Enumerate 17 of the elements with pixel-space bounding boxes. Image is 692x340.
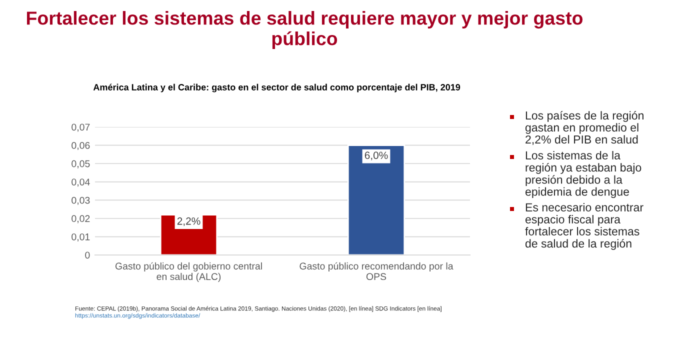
text: Es necesario encontrar espacio fiscal para fortalecer los sistemas de salud de la región	[525, 203, 644, 250]
x-tick-label: Gasto público del gobierno central en salud (ALC)	[115, 262, 262, 282]
chart-subtitle: América Latina y el Caribe: gasto en el sector de salud como porcentaje del PIB, 2019	[93, 84, 460, 92]
y-tick-label: 0,06	[72, 142, 90, 150]
chart-title: Fortalecer los sistemas de salud requiere mayor y mejor gasto público	[26, 11, 583, 49]
y-tick-label: 0,02	[72, 215, 90, 224]
y-tick-label: 0,05	[72, 160, 90, 168]
x-tick-label: Gasto público recomendando por la OPS	[300, 262, 454, 280]
y-tick-label: 0,01	[72, 233, 90, 242]
y-tick-label: 0,04	[72, 178, 90, 187]
data-label: 6,0%	[364, 152, 388, 160]
y-tick-label: 0,07	[72, 124, 90, 132]
y-tick-label: 0	[85, 252, 90, 259]
text: Los sistemas de la región ya estaban bajo presión debido a la epidemia de dengue	[525, 151, 642, 198]
y-tick-label: 0,03	[72, 196, 90, 205]
text: Los países de la región gastan en promedio el 2,2% del PIB en salud	[525, 111, 644, 145]
data-label: 2,2%	[177, 217, 200, 226]
